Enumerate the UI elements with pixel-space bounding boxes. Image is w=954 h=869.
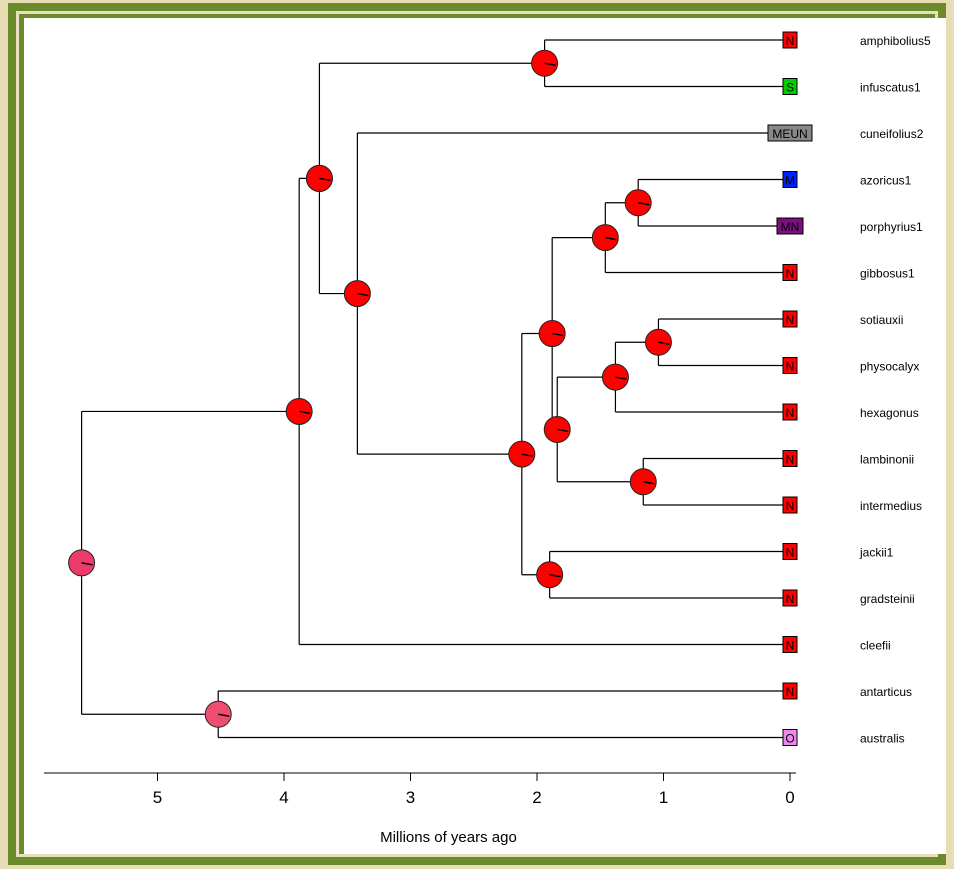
tip-state-code: N — [786, 34, 795, 48]
node-pie-slice — [638, 202, 650, 206]
tip-state-box — [782, 636, 798, 653]
tip-label: gibbosus1 — [860, 267, 915, 281]
tip-state-code: N — [786, 453, 795, 467]
tip-state-code: MN — [781, 220, 800, 234]
tip-state-boxes: N S MEUN M MN N N N N N N N N N N O — [767, 31, 813, 746]
tip-state-box — [782, 543, 798, 560]
x-tick-label: 2 — [532, 788, 541, 807]
tip-state-box — [782, 450, 798, 467]
tip-state-box — [782, 729, 798, 746]
node-pie-slice — [521, 453, 533, 457]
tip-state-box — [782, 589, 798, 607]
tip-label: amphibolius5 — [860, 34, 931, 48]
node-pie-slice — [218, 713, 230, 717]
tip-label: sotiauxii — [860, 313, 903, 327]
tip-label: lambinonii — [860, 453, 914, 467]
tip-state-box — [782, 264, 798, 281]
x-tick-label: 1 — [659, 788, 668, 807]
tip-state-code: N — [786, 406, 795, 420]
node-pie-slice — [299, 410, 311, 415]
tip-label: antarticus — [860, 685, 912, 699]
node-pie-slice — [319, 177, 331, 182]
tip-state-box — [782, 310, 798, 328]
tip-label: jackii1 — [859, 546, 894, 560]
tip-state-box — [782, 78, 798, 95]
tip-label: azoricus1 — [860, 174, 912, 188]
node-pie-slice — [544, 62, 556, 66]
tip-state-code: M — [785, 174, 795, 188]
tip-state-code: O — [785, 732, 794, 746]
node-pie-slice — [615, 376, 627, 380]
tip-label: porphyrius1 — [860, 220, 923, 234]
tip-state-code: MEUN — [772, 127, 807, 141]
node-pie-slice — [549, 574, 561, 578]
tip-state-code: N — [786, 313, 795, 327]
plot-background — [24, 18, 946, 854]
tip-state-code: N — [786, 360, 795, 374]
tip-label: intermedius — [860, 499, 922, 513]
tip-state-code: N — [786, 639, 795, 653]
tip-label: australis — [860, 732, 905, 746]
node-pie-slice — [357, 292, 369, 297]
tip-state-code: N — [786, 499, 795, 513]
tip-label: infuscatus1 — [860, 81, 921, 95]
tip-state-code: N — [786, 267, 795, 281]
tip-label: cleefii — [860, 639, 891, 653]
x-tick-label: 0 — [785, 788, 794, 807]
x-tick-label: 5 — [153, 788, 162, 807]
tip-state-code: N — [786, 685, 795, 699]
x-axis: 5 4 3 2 1 0 — [44, 772, 796, 807]
phylogeny-chart: N S MEUN M MN N N N N N N N N N N O amphibolius5 infusca… — [24, 18, 946, 854]
node-pie-slice — [605, 236, 617, 241]
plot-canvas: N S MEUN M MN N N N N N N N N N N O amphibolius5 infusca… — [24, 18, 946, 854]
ancestral-state-nodes — [68, 49, 672, 728]
node-pie-slice — [81, 562, 93, 566]
tip-state-box — [767, 124, 813, 142]
x-tick-label: 4 — [279, 788, 288, 807]
tip-label: gradsteinii — [860, 592, 915, 606]
tip-label: physocalyx — [860, 360, 919, 374]
node-pie-slice — [658, 341, 670, 345]
tip-state-box — [782, 357, 798, 374]
tip-state-box — [782, 31, 798, 49]
tip-state-code: N — [786, 546, 795, 560]
tip-state-code: S — [786, 81, 794, 95]
tip-state-box — [782, 682, 798, 700]
tip-state-box — [776, 217, 804, 235]
x-tick-label: 3 — [406, 788, 415, 807]
tip-labels: amphibolius5 infuscatus1 cuneifolius2 azori… — [859, 34, 931, 746]
tip-state-code: N — [786, 592, 795, 606]
tip-label: cuneifolius2 — [860, 127, 924, 141]
tip-state-box — [782, 403, 798, 421]
node-pie-slice — [552, 332, 564, 337]
x-axis-title: Millions of years ago — [380, 829, 517, 846]
node-pie-slice — [557, 428, 569, 433]
node-pie-slice — [643, 481, 655, 485]
tip-label: hexagonus — [860, 406, 919, 420]
tip-state-box — [782, 171, 798, 188]
tip-state-box — [782, 496, 798, 514]
